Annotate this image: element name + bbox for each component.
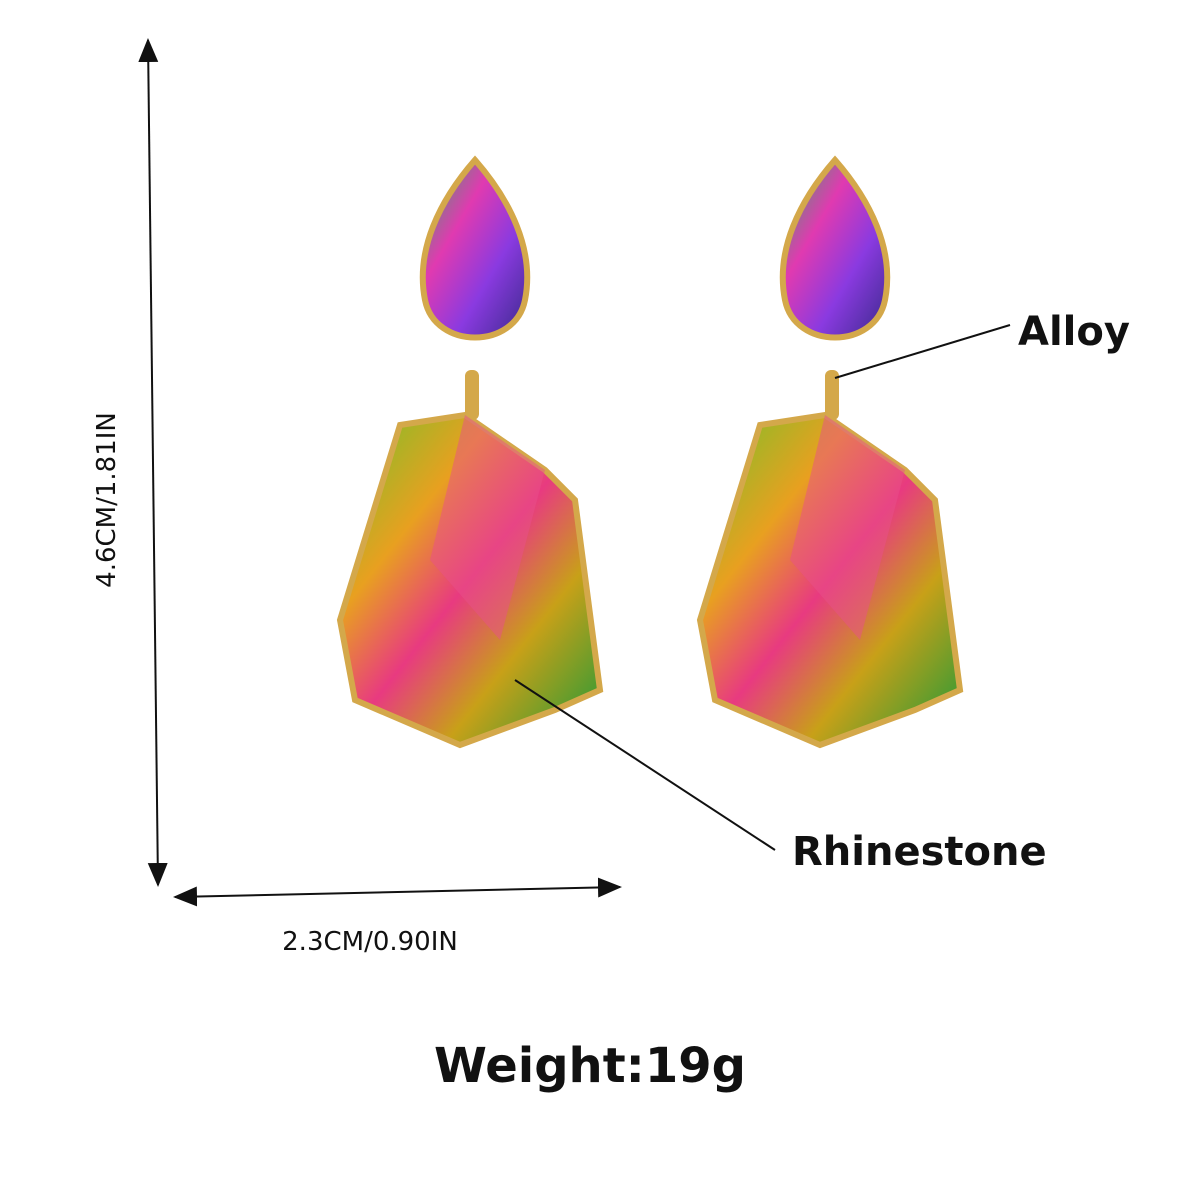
alloy-leader: [834, 324, 1011, 379]
alloy-label: Alloy: [1018, 309, 1130, 355]
rhinestone-label: Rhinestone: [792, 829, 1047, 875]
rhinestone-leader: [514, 679, 776, 851]
width-arrow: [173, 877, 622, 907]
weight-label: Weight:19g: [434, 1038, 746, 1094]
width-label: 2.3CM/0.90IN: [282, 927, 458, 957]
height-label: 4.6CM/1.81IN: [92, 412, 122, 588]
earring-left: [336, 155, 604, 749]
height-arrow: [138, 38, 168, 887]
earring-right: [696, 155, 964, 749]
